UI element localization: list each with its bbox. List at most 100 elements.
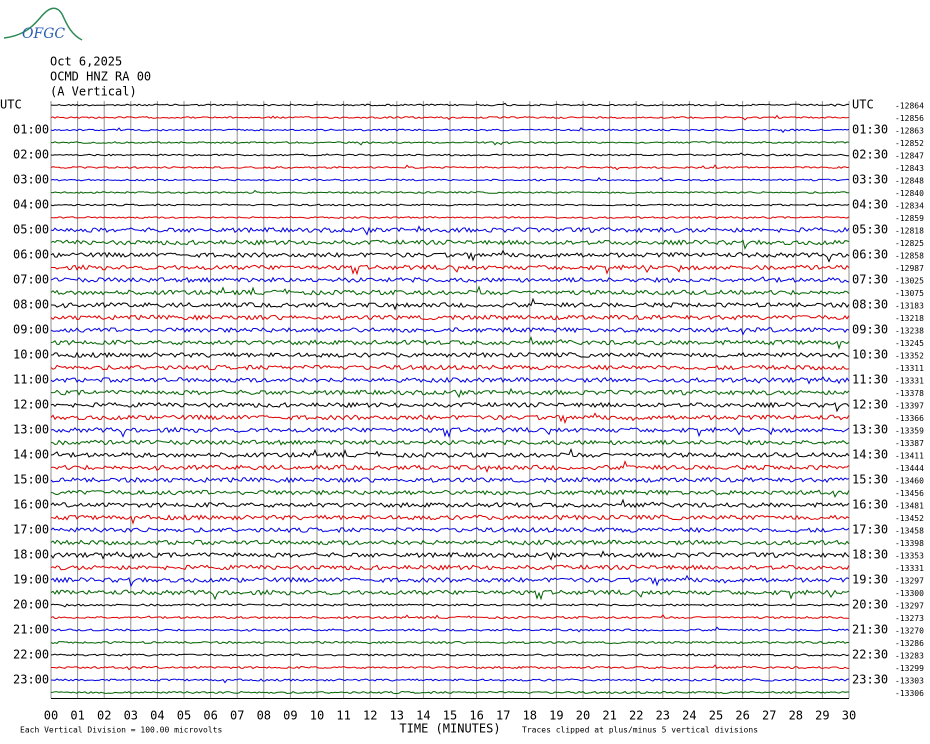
offset-label: -12858 — [895, 252, 924, 261]
trace — [50, 412, 850, 425]
x-tick-label: 02 — [97, 709, 111, 723]
offset-label: -13353 — [895, 552, 924, 561]
trace — [50, 589, 850, 601]
trace — [50, 314, 850, 321]
right-hour-label: UTC — [852, 98, 874, 112]
right-hour-label: 12:30 — [852, 398, 888, 412]
offset-label: -13286 — [895, 639, 924, 648]
left-hour-label: 10:00 — [13, 348, 49, 362]
offset-label: -13452 — [895, 514, 924, 523]
x-tick-label: 28 — [789, 709, 803, 723]
x-tick-label: 07 — [230, 709, 244, 723]
right-hour-label: 22:30 — [852, 648, 888, 662]
trace — [50, 326, 850, 336]
offset-label: -13481 — [895, 502, 924, 511]
trace — [50, 476, 850, 484]
trace — [50, 387, 850, 399]
trace — [50, 550, 850, 561]
trace — [50, 460, 850, 473]
trace — [50, 239, 850, 250]
x-tick-label: 29 — [815, 709, 829, 723]
left-hour-label: 11:00 — [13, 373, 49, 387]
offset-label: -13398 — [895, 539, 924, 548]
trace — [50, 364, 850, 371]
trace — [50, 249, 850, 263]
x-tick-label: 10 — [310, 709, 324, 723]
offset-label: -13218 — [895, 314, 924, 323]
x-tick-label: 08 — [257, 709, 271, 723]
left-hour-label: 05:00 — [13, 223, 49, 237]
trace — [50, 141, 850, 146]
trace — [50, 514, 850, 525]
offset-label: -13378 — [895, 389, 924, 398]
x-tick-label: 19 — [549, 709, 563, 723]
right-hour-label: 11:30 — [852, 373, 888, 387]
right-hour-label: 04:30 — [852, 198, 888, 212]
offset-label: -13387 — [895, 439, 924, 448]
trace — [50, 498, 850, 509]
offset-label: -13297 — [895, 602, 924, 611]
trace — [51, 664, 850, 671]
trace — [50, 127, 850, 134]
trace — [50, 574, 850, 588]
trace — [50, 447, 850, 459]
right-hour-label: 02:30 — [852, 148, 888, 162]
offset-label: -13352 — [895, 352, 924, 361]
left-hour-label: 21:00 — [13, 623, 49, 637]
logo: OFGC — [22, 26, 65, 42]
offset-label: -12848 — [895, 177, 924, 186]
left-hour-label: 19:00 — [13, 573, 49, 587]
right-hour-label: 17:30 — [852, 523, 888, 537]
x-tick-label: 23 — [656, 709, 670, 723]
trace — [50, 614, 850, 620]
trace — [50, 102, 850, 107]
right-hour-label: 09:30 — [852, 323, 888, 337]
x-tick-label: 27 — [762, 709, 776, 723]
x-tick-label: 12 — [363, 709, 377, 723]
offset-label: -13366 — [895, 414, 924, 423]
left-hour-label: 23:00 — [13, 673, 49, 687]
trace — [50, 225, 850, 236]
left-hour-label: 07:00 — [13, 273, 49, 287]
left-hour-label: 17:00 — [13, 523, 49, 537]
trace — [50, 189, 850, 194]
trace — [50, 285, 850, 296]
x-tick-label: 05 — [177, 709, 191, 723]
trace — [50, 539, 850, 546]
x-tick-label: 15 — [443, 709, 457, 723]
right-hour-label: 01:30 — [852, 123, 888, 137]
station: OCMD HNZ RA 00 — [50, 70, 151, 84]
left-hour-label: 16:00 — [13, 498, 49, 512]
trace — [50, 203, 850, 207]
trace — [51, 264, 850, 276]
offset-label: -13075 — [895, 289, 924, 298]
trace — [50, 426, 850, 438]
trace — [50, 215, 850, 220]
trace — [50, 564, 850, 571]
right-hour-label: 21:30 — [852, 623, 888, 637]
offset-label: -13273 — [895, 614, 924, 623]
offset-label: -13359 — [895, 427, 924, 436]
x-tick-label: 24 — [682, 709, 696, 723]
left-hour-label: 13:00 — [13, 423, 49, 437]
offset-label: -12864 — [895, 102, 924, 111]
offset-label: -13297 — [895, 577, 924, 586]
offset-label: -13458 — [895, 527, 924, 536]
scale-note: Each Vertical Division = 100.00 microvol… — [20, 726, 222, 735]
left-hour-label: 08:00 — [13, 298, 49, 312]
right-hour-label: 19:30 — [852, 573, 888, 587]
offset-label: -13183 — [895, 302, 924, 311]
x-tick-label: 18 — [523, 709, 537, 723]
x-tick-label: 11 — [336, 709, 350, 723]
left-hour-label: 09:00 — [13, 323, 49, 337]
x-tick-label: 03 — [124, 709, 138, 723]
trace — [50, 176, 850, 182]
offset-label: -13270 — [895, 627, 924, 636]
right-hour-label: 16:30 — [852, 498, 888, 512]
offset-label: -13411 — [895, 452, 924, 461]
right-hour-label: 23:30 — [852, 673, 888, 687]
trace — [50, 678, 850, 684]
trace — [50, 640, 850, 645]
trace — [50, 603, 850, 608]
